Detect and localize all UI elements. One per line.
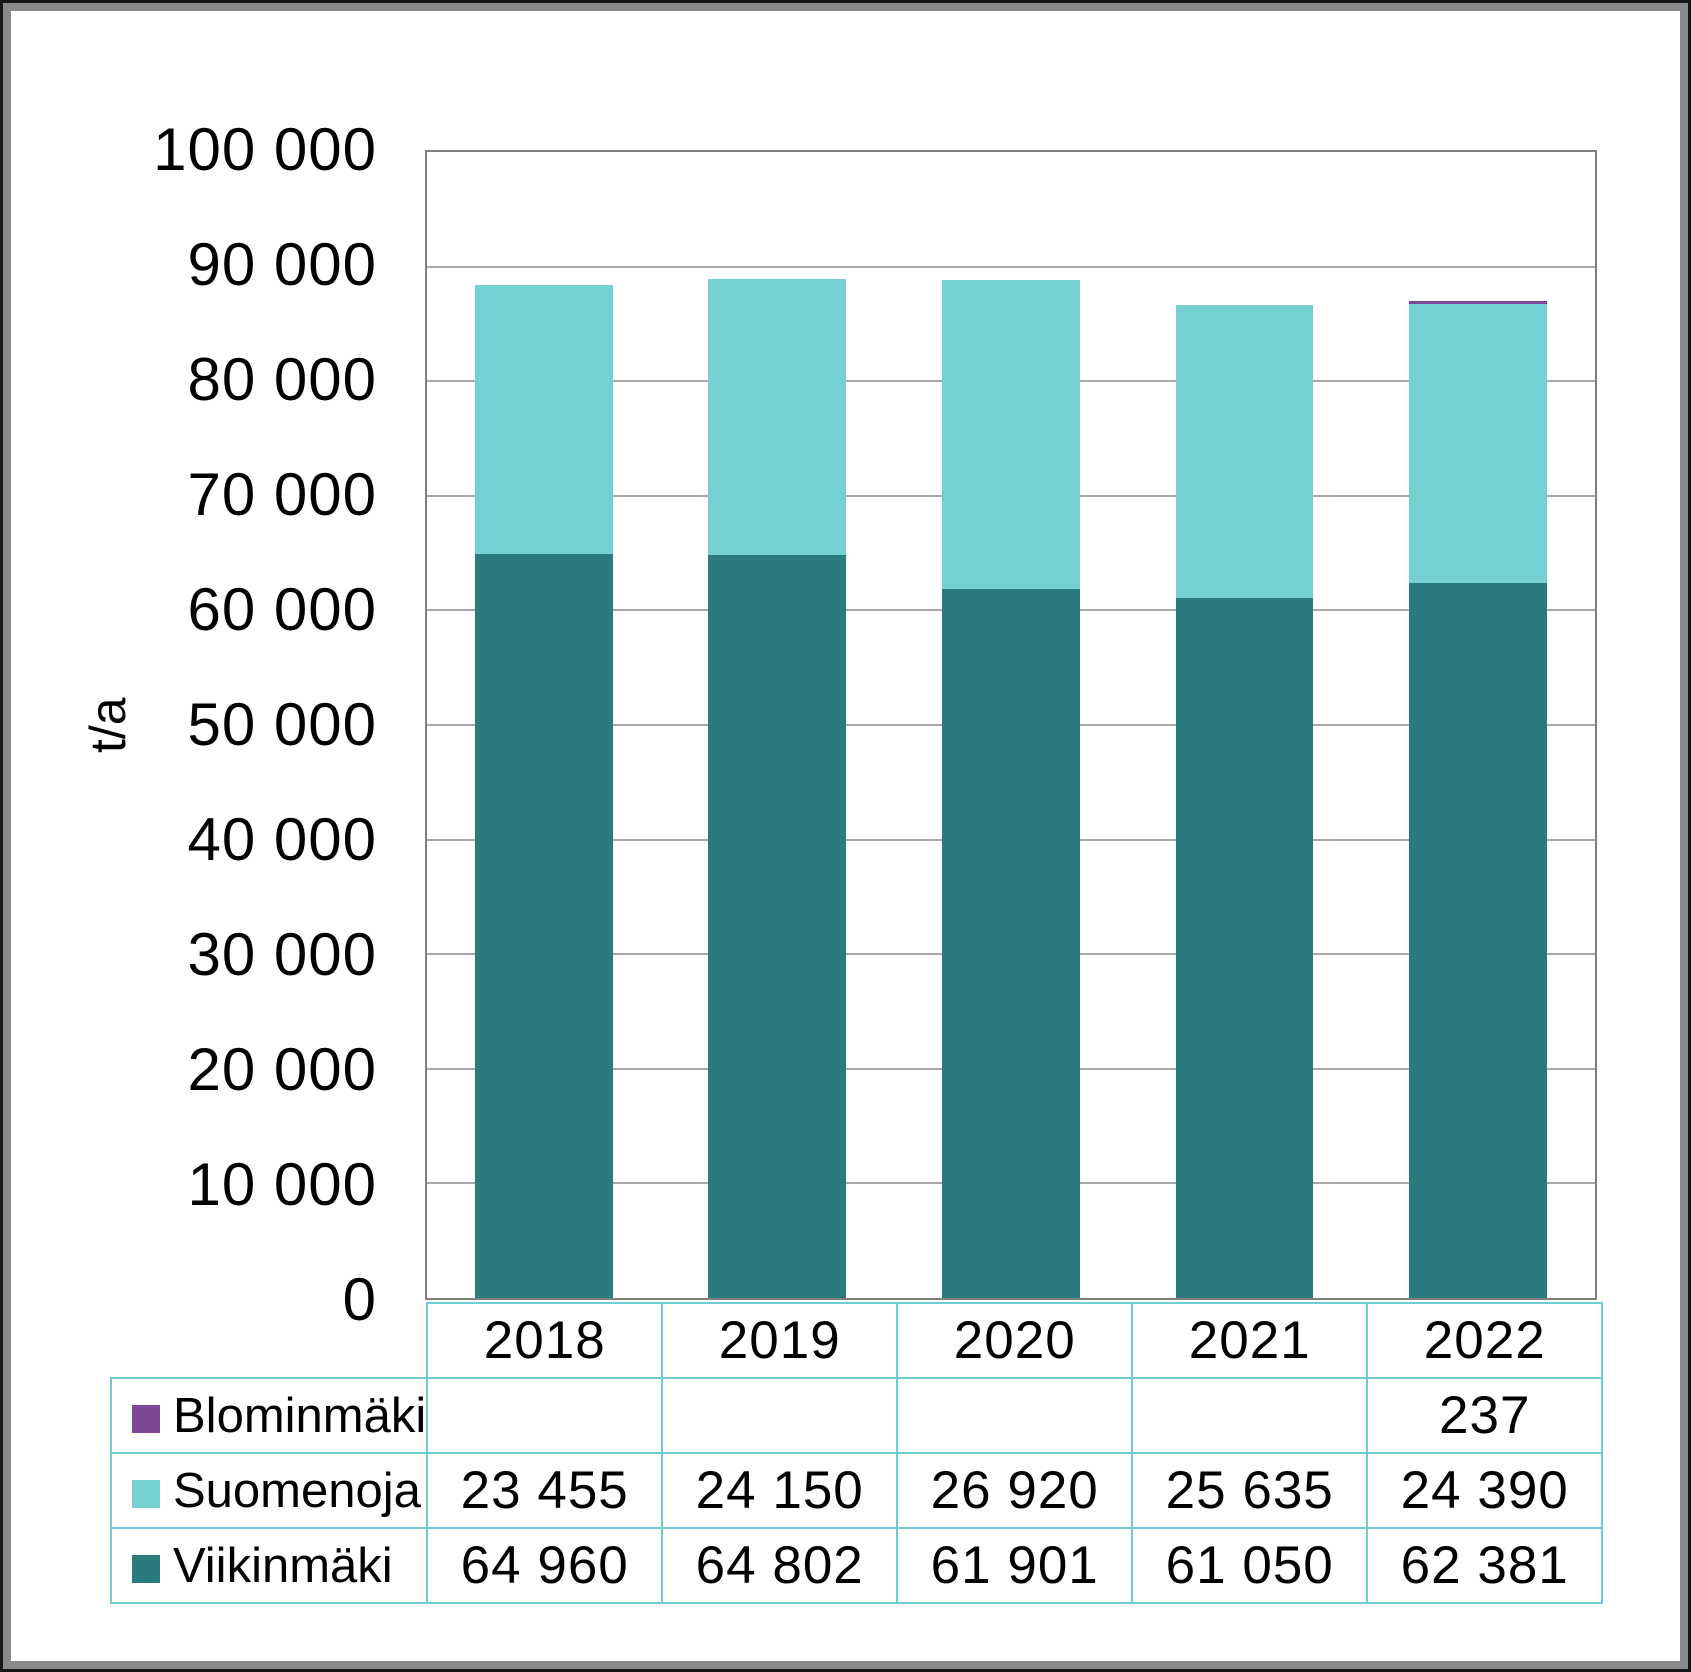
y-axis-tick-label: 10 000 xyxy=(187,1151,377,1218)
y-axis-tick-label: 20 000 xyxy=(187,1036,377,1103)
value-cell: 61 050 xyxy=(1131,1527,1369,1604)
year-header-cell: 2020 xyxy=(896,1302,1134,1379)
y-axis-tick-label: 60 000 xyxy=(187,576,377,643)
bar-segment-suomenoja xyxy=(708,278,847,556)
year-header-cell: 2021 xyxy=(1131,1302,1369,1379)
value-cell: 62 381 xyxy=(1366,1527,1604,1604)
legend-label: Blominmäki xyxy=(173,1388,427,1443)
bar-segment-suomenoja xyxy=(474,284,613,554)
value-cell: 24 150 xyxy=(661,1452,899,1529)
bar-column-2018 xyxy=(427,152,661,1298)
y-axis-tick-label: 90 000 xyxy=(187,231,377,298)
legend-swatch-viikinmäki xyxy=(132,1554,160,1583)
y-axis-tick-label: 0 xyxy=(342,1266,377,1333)
table-row-suomenoja: Suomenoja 23 455 24 150 26 920 25 635 24 390 xyxy=(109,1452,1604,1529)
bar-column-2019 xyxy=(661,152,895,1298)
value-cell: 64 960 xyxy=(426,1527,664,1604)
year-header-cell: 2019 xyxy=(661,1302,899,1379)
plot-area xyxy=(425,150,1597,1300)
bar-segment-viikinmäki xyxy=(942,588,1080,1298)
y-axis-tick-label: 30 000 xyxy=(187,921,377,988)
data-table-legend: 2018 2019 2020 2021 2022 Blominmäki 237 Suomeno… xyxy=(109,1302,1604,1604)
value-cell: 61 901 xyxy=(896,1527,1134,1604)
value-cell xyxy=(426,1377,664,1454)
y-axis-tick-label: 100 000 xyxy=(153,116,377,183)
y-axis-tick-label: 80 000 xyxy=(187,346,377,413)
bar-stack-2020 xyxy=(942,152,1080,1298)
gridline xyxy=(427,265,1595,268)
y-axis-tick-label: 70 000 xyxy=(187,461,377,528)
year-header-cell: 2018 xyxy=(426,1302,664,1379)
bars-layer xyxy=(427,152,1595,1298)
y-axis-tick-label: 40 000 xyxy=(187,806,377,873)
bar-stack-2021 xyxy=(1175,152,1314,1298)
bar-segment-viikinmäki xyxy=(708,555,847,1298)
bar-stack-2022 xyxy=(1409,152,1548,1298)
y-axis-tick-labels: 100 000 90 000 80 000 70 000 60 000 50 000 40 … xyxy=(11,120,417,1330)
y-axis-tick-label: 50 000 xyxy=(187,691,377,758)
legend-cell-blominmäki: Blominmäki xyxy=(109,1377,429,1454)
value-cell xyxy=(661,1377,899,1454)
bar-segment-viikinmäki xyxy=(474,553,613,1298)
bar-column-2022 xyxy=(1361,152,1595,1298)
value-cell: 64 802 xyxy=(661,1527,899,1604)
bar-segment-viikinmäki xyxy=(1409,583,1548,1298)
year-header-row: 2018 2019 2020 2021 2022 xyxy=(111,1302,1604,1379)
table-row-viikinmäki: Viikinmäki 64 960 64 802 61 901 61 050 62 381 xyxy=(109,1527,1604,1604)
figure-inner-border: t/a 100 000 90 000 80 000 70 000 60 000 50 00… xyxy=(3,3,1688,1669)
value-cell xyxy=(1131,1377,1369,1454)
value-cell: 23 455 xyxy=(426,1452,664,1529)
year-header-cell: 2022 xyxy=(1366,1302,1604,1379)
legend-label: Suomenoja xyxy=(173,1463,421,1518)
legend-swatch-suomenoja xyxy=(132,1479,160,1508)
legend-cell-suomenoja: Suomenoja xyxy=(109,1452,429,1529)
table-spacer-cell xyxy=(111,1303,427,1378)
bar-segment-suomenoja xyxy=(942,280,1080,589)
value-cell: 26 920 xyxy=(896,1452,1134,1529)
bar-segment-suomenoja xyxy=(1409,303,1548,584)
bar-column-2020 xyxy=(894,152,1128,1298)
bar-stack-2018 xyxy=(474,152,613,1298)
bar-segment-blominmäki xyxy=(1409,300,1548,304)
value-cell: 24 390 xyxy=(1366,1452,1604,1529)
value-cell: 25 635 xyxy=(1131,1452,1369,1529)
bar-segment-suomenoja xyxy=(1175,304,1314,599)
legend-label: Viikinmäki xyxy=(173,1538,393,1593)
legend-cell-viikinmäki: Viikinmäki xyxy=(109,1527,429,1604)
bar-segment-viikinmäki xyxy=(1175,598,1314,1298)
bar-stack-2019 xyxy=(708,152,847,1298)
value-cell xyxy=(896,1377,1134,1454)
table-row-blominmäki: Blominmäki 237 xyxy=(109,1377,1604,1454)
legend-swatch-blominmäki xyxy=(132,1404,160,1433)
value-cell: 237 xyxy=(1366,1377,1604,1454)
bar-column-2021 xyxy=(1128,152,1362,1298)
